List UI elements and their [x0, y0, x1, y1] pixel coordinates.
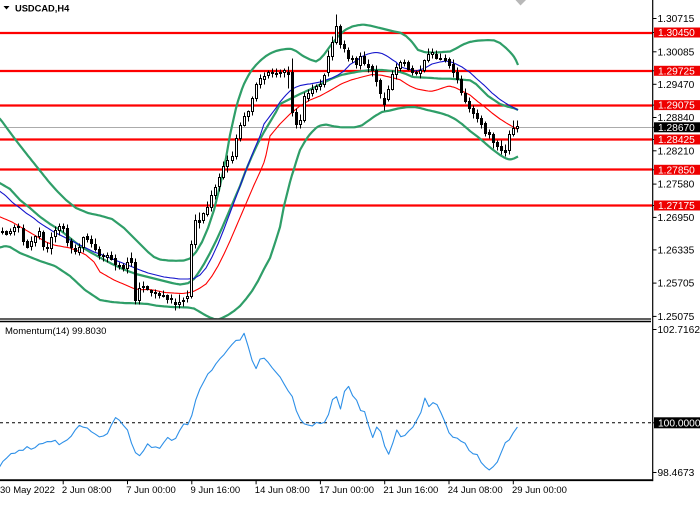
svg-text:1.27850: 1.27850 [658, 165, 695, 176]
svg-text:24 Jun 08:00: 24 Jun 08:00 [448, 485, 503, 496]
svg-text:29 Jun 00:00: 29 Jun 00:00 [512, 485, 567, 496]
svg-text:1.29725: 1.29725 [658, 66, 695, 77]
svg-text:1.25705: 1.25705 [658, 279, 695, 290]
svg-text:100.0000: 100.0000 [658, 418, 700, 429]
svg-text:1.30715: 1.30715 [658, 14, 695, 25]
svg-text:7 Jun 00:00: 7 Jun 00:00 [126, 485, 176, 496]
svg-text:1.27580: 1.27580 [658, 180, 695, 191]
svg-text:USDCAD,H4: USDCAD,H4 [15, 3, 70, 13]
svg-text:17 Jun 00:00: 17 Jun 00:00 [319, 485, 374, 496]
svg-text:1.26950: 1.26950 [658, 213, 695, 224]
svg-text:1.28670: 1.28670 [658, 123, 695, 134]
svg-text:Momentum(14) 99.8030: Momentum(14) 99.8030 [5, 326, 106, 337]
svg-text:1.28210: 1.28210 [658, 146, 695, 157]
svg-text:102.7162: 102.7162 [658, 325, 700, 336]
svg-text:1.29470: 1.29470 [658, 80, 695, 91]
svg-text:9 Jun 16:00: 9 Jun 16:00 [191, 485, 241, 496]
svg-text:14 Jun 08:00: 14 Jun 08:00 [255, 485, 310, 496]
svg-text:1.26335: 1.26335 [658, 246, 695, 257]
svg-text:1.30085: 1.30085 [658, 47, 695, 58]
svg-text:1.27175: 1.27175 [658, 201, 695, 212]
svg-text:2 Jun 08:00: 2 Jun 08:00 [62, 485, 112, 496]
svg-text:1.30450: 1.30450 [658, 28, 695, 39]
svg-text:1.25075: 1.25075 [658, 312, 695, 323]
svg-text:1.28425: 1.28425 [658, 135, 695, 146]
svg-text:21 Jun 16:00: 21 Jun 16:00 [383, 485, 438, 496]
svg-text:30 May 2022: 30 May 2022 [0, 485, 55, 496]
svg-text:1.29075: 1.29075 [658, 101, 695, 112]
svg-text:98.4673: 98.4673 [658, 468, 695, 479]
